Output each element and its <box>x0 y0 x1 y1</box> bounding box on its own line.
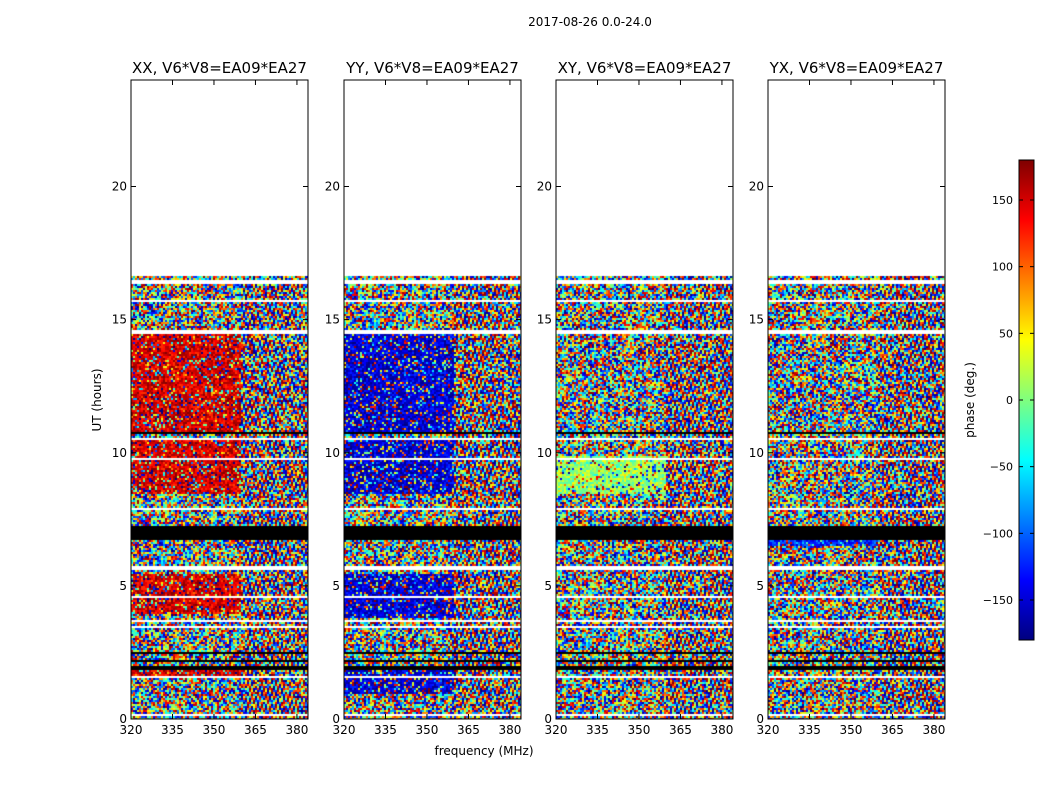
y-tick-label: 20 <box>749 180 764 194</box>
y-tick-label: 0 <box>756 712 764 726</box>
x-tick-label: 380 <box>498 723 521 737</box>
x-tick-label: 350 <box>840 723 863 737</box>
x-axis-label: frequency (MHz) <box>434 744 533 758</box>
colorbar-tick-label: 150 <box>992 194 1013 207</box>
panel-frame <box>555 79 734 720</box>
phase-image-container <box>344 80 521 719</box>
x-tick-label: 380 <box>922 723 945 737</box>
panel-frame <box>343 79 522 720</box>
y-tick-label: 20 <box>537 180 552 194</box>
y-tick-label: 15 <box>749 313 764 327</box>
x-tick-label: 380 <box>285 723 308 737</box>
y-tick-label: 10 <box>749 446 764 460</box>
y-tick-label: 20 <box>325 180 340 194</box>
y-tick-label: 20 <box>112 180 127 194</box>
phase-image <box>556 80 733 719</box>
y-tick-label: 15 <box>112 313 127 327</box>
panel-3: XY, V6*V8=EA09*EA27 320 335 350 365 380 0 5 10 15… <box>537 59 734 737</box>
y-tick-label: 10 <box>537 446 552 460</box>
colorbar-tick-label: −100 <box>983 527 1013 540</box>
x-tick-label: 350 <box>203 723 226 737</box>
panel-frame <box>130 79 309 720</box>
x-tick-label: 335 <box>798 723 821 737</box>
y-axis-label: UT (hours) <box>90 368 104 431</box>
x-tick-label: 365 <box>669 723 692 737</box>
panel-title: YY, V6*V8=EA09*EA27 <box>345 59 519 77</box>
figure-suptitle: 2017-08-26 0.0-24.0 <box>528 15 652 29</box>
phase-image <box>344 80 521 719</box>
y-tick-label: 5 <box>119 579 127 593</box>
colorbar-label: phase (deg.) <box>963 362 977 438</box>
phase-image-container <box>131 80 308 719</box>
x-tick-label: 320 <box>757 723 780 737</box>
x-tick-label: 335 <box>161 723 184 737</box>
colorbar-tick-label: 50 <box>999 327 1013 340</box>
y-tick-label: 15 <box>537 313 552 327</box>
y-tick-label: 10 <box>325 446 340 460</box>
panel-1: XX, V6*V8=EA09*EA27 320 335 350 365 380 0 5 10 15… <box>112 59 309 737</box>
y-tick-label: 15 <box>325 313 340 327</box>
x-tick-label: 365 <box>457 723 480 737</box>
phase-image <box>768 80 945 719</box>
y-tick-label: 0 <box>119 712 127 726</box>
y-tick-label: 5 <box>756 579 764 593</box>
x-tick-label: 335 <box>374 723 397 737</box>
panel-2: YY, V6*V8=EA09*EA27 320 335 350 365 380 0 5 10 15… <box>325 59 522 737</box>
panels: XX, V6*V8=EA09*EA27 320 335 350 365 380 0 5 10 15… <box>112 59 946 737</box>
colorbar-tick-label: 100 <box>992 261 1013 274</box>
y-tick-label: 5 <box>544 579 552 593</box>
x-tick-label: 365 <box>244 723 267 737</box>
y-tick-label: 0 <box>544 712 552 726</box>
x-tick-label: 320 <box>333 723 356 737</box>
x-tick-label: 365 <box>881 723 904 737</box>
x-tick-label: 380 <box>710 723 733 737</box>
panel-4: YX, V6*V8=EA09*EA27 320 335 350 365 380 0 5 10 15… <box>749 59 946 737</box>
panel-title: XX, V6*V8=EA09*EA27 <box>132 59 307 77</box>
colorbar-tick-label: −50 <box>990 461 1013 474</box>
phase-image-container <box>768 80 945 719</box>
panel-title: YX, V6*V8=EA09*EA27 <box>769 59 944 77</box>
y-tick-label: 0 <box>332 712 340 726</box>
x-tick-label: 320 <box>120 723 143 737</box>
x-tick-label: 350 <box>416 723 439 737</box>
y-tick-label: 10 <box>112 446 127 460</box>
colorbar: −150 −100 −50 0 50 100 150 <box>983 159 1035 641</box>
x-tick-label: 335 <box>586 723 609 737</box>
phase-image <box>131 80 308 719</box>
colorbar-tick-label: 0 <box>1006 394 1013 407</box>
colorbar-tick-label: −150 <box>983 594 1013 607</box>
x-tick-label: 320 <box>545 723 568 737</box>
panel-title: XY, V6*V8=EA09*EA27 <box>558 59 732 77</box>
y-tick-label: 5 <box>332 579 340 593</box>
panel-frame <box>767 79 946 720</box>
x-tick-label: 350 <box>628 723 651 737</box>
phase-image-container <box>556 80 733 719</box>
